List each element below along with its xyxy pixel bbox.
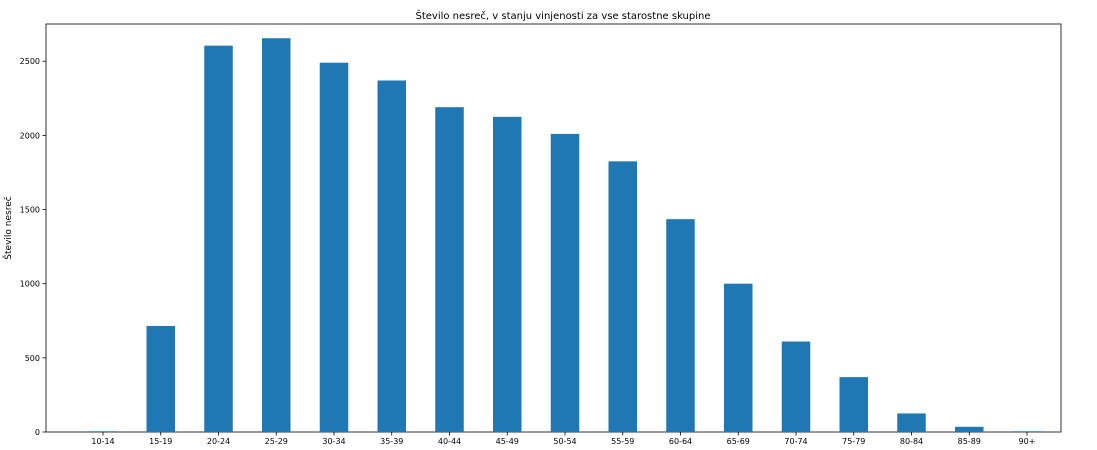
x-tick-label: 25-29	[265, 437, 288, 446]
x-tick-label: 30-34	[322, 437, 345, 446]
bar-50-54	[550, 133, 580, 432]
y-ticks-group: 0 500 1000 1500 2000 2500	[20, 57, 46, 437]
bar-25-29	[262, 38, 291, 433]
bar-80-84	[897, 413, 926, 432]
bar-10-14	[88, 431, 118, 432]
x-tick-label: 10-14	[91, 437, 114, 446]
x-tick-label: 55-59	[611, 437, 634, 446]
y-tick-label: 500	[25, 354, 40, 363]
bar-60-64	[666, 219, 695, 432]
y-axis-label: Število nesreč	[2, 196, 14, 259]
bar-15-19	[146, 325, 175, 432]
y-tick-label: 1000	[20, 280, 40, 289]
x-tick-label: 70-74	[784, 437, 807, 446]
bars-group	[88, 38, 1042, 433]
x-tick-label: 20-24	[207, 437, 230, 446]
x-tick-label: 60-64	[669, 437, 692, 446]
y-tick-label: 2500	[20, 57, 40, 66]
bar-45-49	[493, 116, 522, 432]
bar-40-44	[435, 107, 464, 432]
x-tick-label: 90+	[1019, 437, 1036, 446]
bar-75-79	[839, 377, 868, 432]
bar-55-59	[608, 161, 637, 432]
x-tick-label: 35-39	[380, 437, 403, 446]
x-tick-label: 65-69	[727, 437, 750, 446]
x-tick-label: 50-54	[553, 437, 576, 446]
bar-85-89	[955, 426, 984, 432]
bar-70-74	[781, 341, 811, 432]
y-tick-label: 2000	[20, 131, 40, 140]
bar-20-24	[204, 45, 233, 433]
y-tick-label: 1500	[20, 206, 40, 215]
bar-35-39	[377, 80, 406, 432]
x-ticks-group: 10-14 15-19 20-24 25-29 30-34 35-39 40-44 45-49…	[91, 432, 1035, 446]
bar-65-69	[724, 283, 753, 432]
x-tick-label: 40-44	[438, 437, 461, 446]
chart-title: Število nesreč, v stanju vinjenosti za v…	[415, 9, 710, 22]
x-tick-label: 85-89	[958, 437, 981, 446]
x-tick-label: 75-79	[842, 437, 865, 446]
x-tick-label: 45-49	[496, 437, 519, 446]
bar-90+	[1012, 431, 1042, 432]
x-tick-label: 15-19	[149, 437, 172, 446]
bar-30-34	[319, 62, 349, 433]
y-tick-label: 0	[35, 428, 40, 437]
x-tick-label: 80-84	[900, 437, 923, 446]
